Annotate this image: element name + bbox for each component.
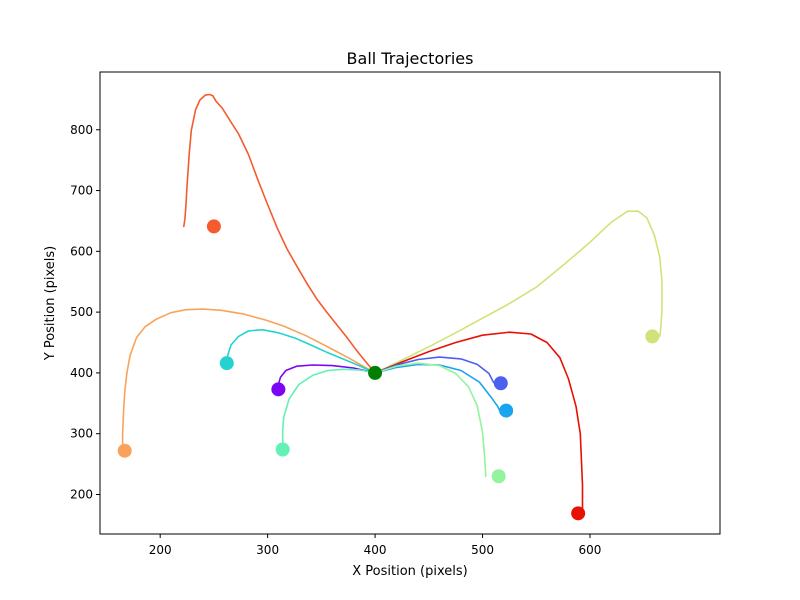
x-axis-label: X Position (pixels) [352,564,467,579]
trajectory-end-marker-8 [493,376,508,391]
trajectory-end-marker-10 [491,469,506,484]
trajectory-line-8 [374,356,496,384]
y-tick-label: 700 [70,184,93,198]
trajectory-line-2 [121,308,376,452]
y-tick-label: 500 [70,305,93,319]
x-tick-label: 200 [149,543,172,557]
x-tick-label: 300 [256,543,279,557]
y-tick-label: 800 [70,123,93,137]
x-tick-label: 600 [579,543,602,557]
plot-frame [99,71,721,535]
trajectory-end-marker-7 [571,506,586,521]
x-axis-ticks: 200 300 400 500 600 [149,534,602,557]
trajectory-line-4 [277,364,376,391]
origin-marker [368,365,383,380]
trajectory-end-marker-2 [117,443,132,458]
trajectory-line-9 [374,363,501,412]
y-tick-label: 200 [70,487,93,501]
trajectory-line-1 [183,93,376,374]
y-axis-label: Y Position (pixels) [43,246,58,362]
marker-layer [117,219,660,521]
trajectory-end-marker-1 [206,219,221,234]
trajectory-end-marker-5 [275,442,290,457]
x-tick-label: 500 [471,543,494,557]
y-axis-ticks: 200 300 400 500 600 700 800 [70,123,100,501]
trajectory-end-marker-3 [219,356,234,371]
y-tick-label: 400 [70,366,93,380]
chart-title: Ball Trajectories [347,49,474,68]
y-tick-label: 600 [70,244,93,258]
trajectory-line-5 [281,368,376,451]
y-tick-label: 300 [70,427,93,441]
x-tick-label: 400 [364,543,387,557]
series-layer [121,93,663,515]
trajectory-end-marker-9 [499,403,514,418]
trajectory-line-3 [226,328,376,374]
trajectory-line-7 [374,331,584,515]
trajectory-end-marker-4 [271,382,286,397]
trajectory-end-marker-6 [645,329,660,344]
trajectory-line-10 [374,362,487,478]
trajectory-line-6 [374,210,663,374]
